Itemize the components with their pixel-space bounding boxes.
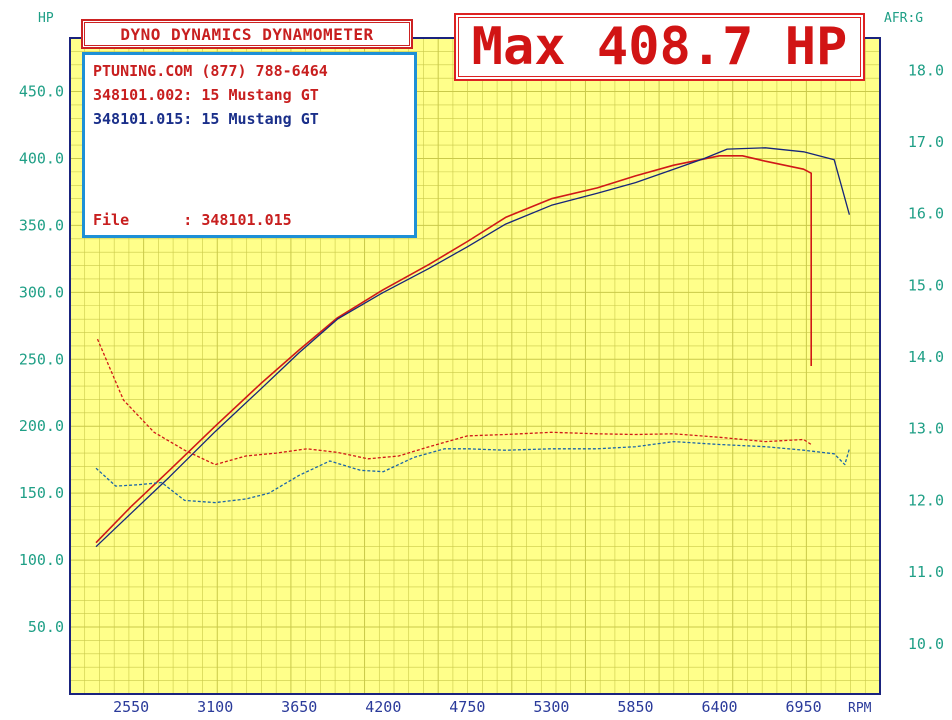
dyno-title: DYNO DYNAMICS DYNAMOMETER — [81, 19, 413, 49]
y-tick-label: 200.0 — [19, 417, 64, 435]
y-tick-label: 400.0 — [19, 149, 64, 167]
y-tick-label: 300.0 — [19, 283, 64, 301]
x-axis-labels: 2550 3100 3650 4200 4750 5300 5850 6400 6950 — [113, 698, 822, 716]
afr-trace-run-1 — [96, 338, 812, 466]
power-trace-run-2 — [95, 147, 851, 548]
y2-tick-label: 17.0 — [908, 133, 944, 151]
y2-tick-label: 13.0 — [908, 420, 944, 438]
y-tick-label: 50.0 — [28, 618, 64, 636]
x-tick-label: 6400 — [701, 698, 737, 716]
max-hp-readout: Max 408.7 HP — [454, 13, 865, 81]
traces — [95, 147, 851, 548]
x-tick-label: 3650 — [281, 698, 317, 716]
y2-tick-label: 16.0 — [908, 205, 944, 223]
y2-tick-label: 10.0 — [908, 635, 944, 653]
run-info-panel: PTUNING.COM (877) 788-6464 348101.002: 1… — [82, 52, 417, 238]
x-tick-label: 5850 — [617, 698, 653, 716]
x-tick-label: 5300 — [533, 698, 569, 716]
y2-tick-label: 18.0 — [908, 61, 944, 79]
x-axis-unit: RPM — [848, 701, 872, 716]
y-axis-labels: 50.0 100.0 150.0 200.0 250.0 300.0 350.0 400.0 4… — [19, 83, 64, 637]
power-trace-run-1 — [95, 155, 813, 544]
run-2-label: 348101.015: 15 Mustang GT — [93, 110, 319, 128]
y2-axis-labels: 10.0 11.0 12.0 13.0 14.0 15.0 16.0 17.0 18.0 — [908, 61, 944, 653]
x-tick-label: 4750 — [449, 698, 485, 716]
file-label: File : 348101.015 — [93, 211, 292, 229]
left-axis-unit: HP — [38, 11, 54, 26]
y-tick-label: 250.0 — [19, 350, 64, 368]
x-tick-label: 4200 — [365, 698, 401, 716]
right-axis-unit: AFR:G — [884, 11, 923, 26]
x-tick-label: 2550 — [113, 698, 149, 716]
y-tick-label: 100.0 — [19, 551, 64, 569]
afr-trace-run-2 — [95, 440, 851, 504]
y-tick-label: 450.0 — [19, 83, 64, 101]
x-tick-label: 6950 — [786, 698, 822, 716]
y2-tick-label: 12.0 — [908, 491, 944, 509]
y2-tick-label: 14.0 — [908, 348, 944, 366]
y-tick-label: 350.0 — [19, 216, 64, 234]
run-1-label: 348101.002: 15 Mustang GT — [93, 86, 319, 104]
shop-contact: PTUNING.COM (877) 788-6464 — [93, 62, 328, 80]
y2-tick-label: 11.0 — [908, 563, 944, 581]
y2-tick-label: 15.0 — [908, 276, 944, 294]
x-tick-label: 3100 — [197, 698, 233, 716]
y-tick-label: 150.0 — [19, 484, 64, 502]
